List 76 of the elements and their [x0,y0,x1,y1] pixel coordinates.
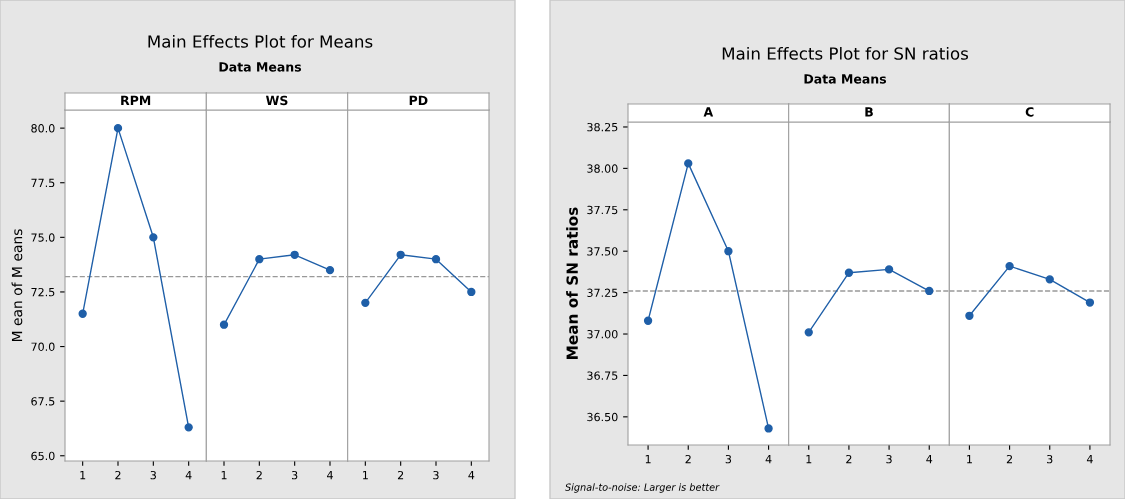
y-tick-label: 67.5 [31,397,55,406]
y-tick-label: 72.5 [31,287,55,297]
y-tick-label: 70.0 [31,342,55,351]
point [290,250,299,259]
y-axis-title: Mean of SN ratios [566,207,578,359]
point [431,255,441,264]
x-tick-label: 1 [967,455,972,464]
x-tick-label: 2 [115,470,121,480]
y-tick-label: 37.75 [587,205,618,215]
text: Data Means [219,62,302,72]
chart-title: B [865,107,873,117]
y-tick-label: 38.25 [587,122,618,132]
x-tick-label: 3 [1047,454,1053,464]
point [965,311,974,320]
x-tick-label: 3 [291,470,298,480]
x-tick-label: 1 [645,455,651,464]
x-tick-label: 1 [363,471,368,480]
x-tick-label: 3 [433,470,439,480]
point [1045,275,1054,284]
point [467,287,476,297]
chart-title: C [1025,107,1034,117]
x-tick-label: 4 [765,455,772,464]
y-tick-label: 37.00 [587,330,618,339]
x-tick-label: 3 [886,454,892,464]
point [764,424,773,433]
y-tick-label: 37.50 [587,247,618,256]
point [149,233,158,242]
x-tick-label: 4 [468,471,475,480]
y-tick-label: 65.0 [31,451,55,461]
point [804,328,813,337]
point [844,268,854,277]
point [643,316,653,325]
x-tick-label: 3 [150,470,156,480]
chart-title: WS [265,95,288,106]
point [396,250,405,259]
x-tick-label: 1 [221,471,227,480]
point [361,298,370,308]
x-tick-label: 1 [80,471,86,480]
y-tick-label: 77.5 [31,178,55,188]
x-tick-label: 4 [327,471,333,480]
x-tick-label: 2 [685,454,691,464]
point [78,309,87,318]
chart-title: A [703,107,714,117]
y-tick-label: 36.75 [587,371,618,380]
y-tick-label: 80.0 [31,124,55,133]
chart-title: PD [409,95,428,105]
point [684,159,693,168]
point [255,255,264,264]
y-axis-title: M ean of M eans [11,229,23,342]
y-tick-label: 38.00 [587,164,618,173]
point [724,247,733,256]
text: Data Means [804,74,887,84]
x-tick-label: 4 [1086,455,1093,464]
y-tick-label: 75.0 [31,233,55,242]
point [925,286,934,296]
x-tick-label: 1 [806,455,812,464]
point [884,265,894,274]
point [1085,298,1095,307]
point [325,265,335,275]
text: Signal-to-noise: Larger is better [565,483,720,493]
text: Main Effects Plot for Means [148,34,373,48]
text: Main Effects Plot for SN ratios [722,46,969,60]
x-tick-label: 3 [725,454,732,464]
point [113,123,123,133]
x-tick-label: 4 [926,455,933,464]
point [184,423,193,432]
chart-title: RPM [121,95,151,105]
y-tick-label: 36.50 [587,412,618,422]
x-tick-label: 2 [846,454,852,464]
point [1005,261,1014,271]
x-tick-label: 2 [397,470,404,480]
point [219,320,229,329]
x-tick-label: 2 [256,470,262,480]
x-tick-label: 2 [1006,454,1013,464]
y-tick-label: 37.25 [587,288,618,297]
x-tick-label: 4 [185,471,192,480]
